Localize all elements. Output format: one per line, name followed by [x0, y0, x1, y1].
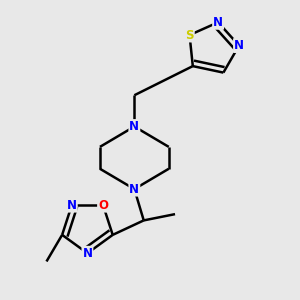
- Text: N: N: [213, 16, 223, 29]
- Text: N: N: [234, 39, 244, 52]
- Text: S: S: [185, 28, 194, 41]
- Text: N: N: [129, 120, 140, 133]
- Text: N: N: [129, 183, 140, 196]
- Text: N: N: [82, 247, 92, 260]
- Text: N: N: [67, 199, 77, 212]
- Text: O: O: [98, 199, 108, 212]
